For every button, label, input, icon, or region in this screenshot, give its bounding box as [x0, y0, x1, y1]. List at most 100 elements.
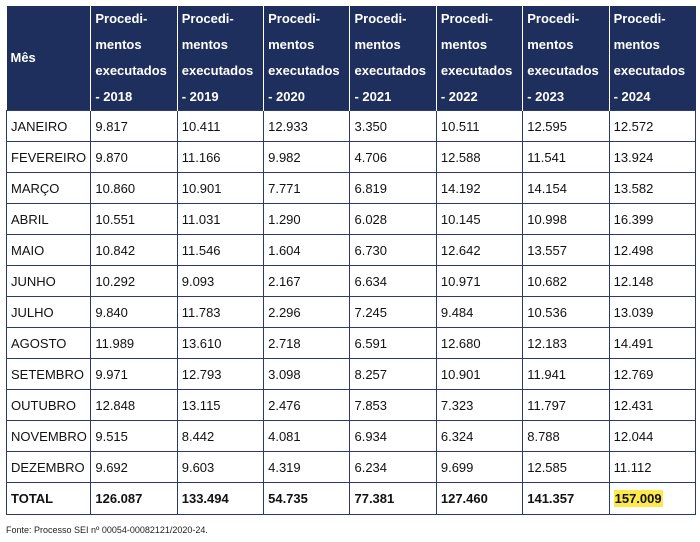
header-line: executados — [440, 63, 513, 78]
value-cell: 4.319 — [263, 451, 351, 483]
value-cell: 6.934 — [349, 420, 437, 452]
month-cell: ABRIL — [5, 203, 92, 235]
value-cell: 2.718 — [263, 327, 351, 359]
value-cell: 12.431 — [608, 389, 697, 421]
month-cell: OUTUBRO — [5, 389, 92, 421]
value-cell: 7.323 — [435, 389, 524, 421]
value-cell: 12.848 — [90, 389, 178, 421]
header-line: - 2020 — [268, 89, 305, 104]
header-line: executados — [95, 63, 167, 78]
header-line: mentos — [613, 37, 660, 52]
month-cell: MARÇO — [5, 172, 92, 204]
value-cell: 11.797 — [522, 389, 610, 421]
header-line: Procedi- — [181, 11, 234, 26]
table-row: JANEIRO 9.817 10.411 12.933 3.350 10.511… — [5, 110, 697, 142]
value-cell: 9.515 — [90, 420, 178, 452]
value-cell: 13.039 — [608, 296, 697, 328]
header-line: mentos — [440, 37, 488, 52]
total-cell: 141.357 — [522, 482, 610, 515]
value-cell: 7.245 — [349, 296, 437, 328]
value-cell: 10.292 — [90, 265, 178, 297]
value-cell: 6.730 — [349, 234, 437, 266]
value-cell: 12.498 — [608, 234, 697, 266]
value-cell: 9.817 — [90, 110, 178, 142]
value-cell: 6.591 — [349, 327, 437, 359]
total-cell: 126.087 — [90, 482, 178, 515]
table-row: MAIO 10.842 11.546 1.604 6.730 12.642 13… — [5, 234, 697, 266]
value-cell: 8.788 — [522, 420, 610, 452]
year-header-2024: Procedi- mentos executados - 2024 — [608, 6, 696, 111]
value-cell: 13.610 — [176, 327, 265, 359]
value-cell: 12.572 — [608, 110, 697, 142]
value-cell: 10.901 — [435, 358, 524, 390]
value-cell: 9.603 — [176, 451, 265, 483]
month-cell: FEVEREIRO — [5, 141, 92, 173]
value-cell: 14.491 — [608, 327, 697, 359]
month-cell: SETEMBRO — [5, 358, 92, 390]
value-cell: 7.771 — [263, 172, 351, 204]
value-cell: 11.989 — [90, 327, 178, 359]
value-cell: 12.183 — [522, 327, 610, 359]
header-line: Procedi- — [527, 11, 580, 26]
year-header-2022: Procedi- mentos executados - 2022 — [435, 6, 523, 111]
header-line: mentos — [95, 37, 142, 52]
header-line: mentos — [354, 37, 401, 52]
month-cell: NOVEMBRO — [5, 420, 92, 452]
value-cell: 9.971 — [90, 358, 178, 390]
value-cell: 12.642 — [435, 234, 524, 266]
value-cell: 13.924 — [608, 141, 697, 173]
value-cell: 9.692 — [90, 451, 178, 483]
value-cell: 8.257 — [349, 358, 437, 390]
total-cell-highlighted: 157.009 — [608, 482, 697, 515]
month-header: Mês — [6, 6, 91, 111]
year-header-2020: Procedi- mentos executados - 2020 — [263, 6, 350, 111]
header-line: mentos — [268, 37, 315, 52]
year-header-2023: Procedi- mentos executados - 2023 — [522, 6, 610, 111]
header-line: executados — [613, 63, 686, 78]
total-cell: 127.460 — [435, 482, 524, 515]
month-cell: JULHO — [5, 296, 92, 328]
value-cell: 12.680 — [435, 327, 524, 359]
value-cell: 10.411 — [176, 110, 265, 142]
header-line: Procedi- — [95, 11, 148, 26]
value-cell: 10.842 — [90, 234, 178, 266]
value-cell: 10.971 — [435, 265, 524, 297]
value-cell: 10.536 — [522, 296, 610, 328]
header-line: executados — [527, 63, 599, 78]
month-cell: AGOSTO — [5, 327, 92, 359]
value-cell: 10.551 — [90, 203, 178, 235]
value-cell: 3.350 — [349, 110, 437, 142]
value-cell: 12.585 — [522, 451, 610, 483]
value-cell: 6.028 — [349, 203, 437, 235]
value-cell: 11.031 — [176, 203, 265, 235]
value-cell: 11.783 — [176, 296, 265, 328]
value-cell: 9.982 — [263, 141, 351, 173]
header-line: Procedi- — [613, 11, 666, 26]
value-cell: 6.819 — [349, 172, 437, 204]
value-cell: 8.442 — [176, 420, 265, 452]
procedures-table: Mês Procedi- mentos executados - 2018 Pr… — [5, 6, 697, 515]
month-cell: DEZEMBRO — [5, 451, 92, 483]
value-cell: 13.557 — [522, 234, 610, 266]
header-line: - 2023 — [527, 89, 565, 104]
value-cell: 12.793 — [176, 358, 265, 390]
table-row: NOVEMBRO 9.515 8.442 4.081 6.934 6.324 8… — [5, 420, 697, 452]
table-row: OUTUBRO 12.848 13.115 2.476 7.853 7.323 … — [5, 389, 697, 421]
value-cell: 2.167 — [263, 265, 351, 297]
value-cell: 10.998 — [522, 203, 610, 235]
value-cell: 10.511 — [435, 110, 524, 142]
value-cell: 7.853 — [349, 389, 437, 421]
value-cell: 9.870 — [90, 141, 178, 173]
total-cell: 77.381 — [349, 482, 437, 515]
value-cell: 1.604 — [263, 234, 351, 266]
month-cell: JANEIRO — [5, 110, 92, 142]
value-cell: 11.541 — [522, 141, 610, 173]
value-cell: 12.769 — [608, 358, 697, 390]
header-line: mentos — [527, 37, 574, 52]
header-line: executados — [268, 63, 340, 78]
total-cell: 133.494 — [176, 482, 265, 515]
table-row: JUNHO 10.292 9.093 2.167 6.634 10.971 10… — [5, 265, 697, 297]
value-cell: 10.145 — [435, 203, 524, 235]
header-line: - 2021 — [354, 89, 392, 104]
year-header-2019: Procedi- mentos executados - 2019 — [176, 6, 264, 111]
